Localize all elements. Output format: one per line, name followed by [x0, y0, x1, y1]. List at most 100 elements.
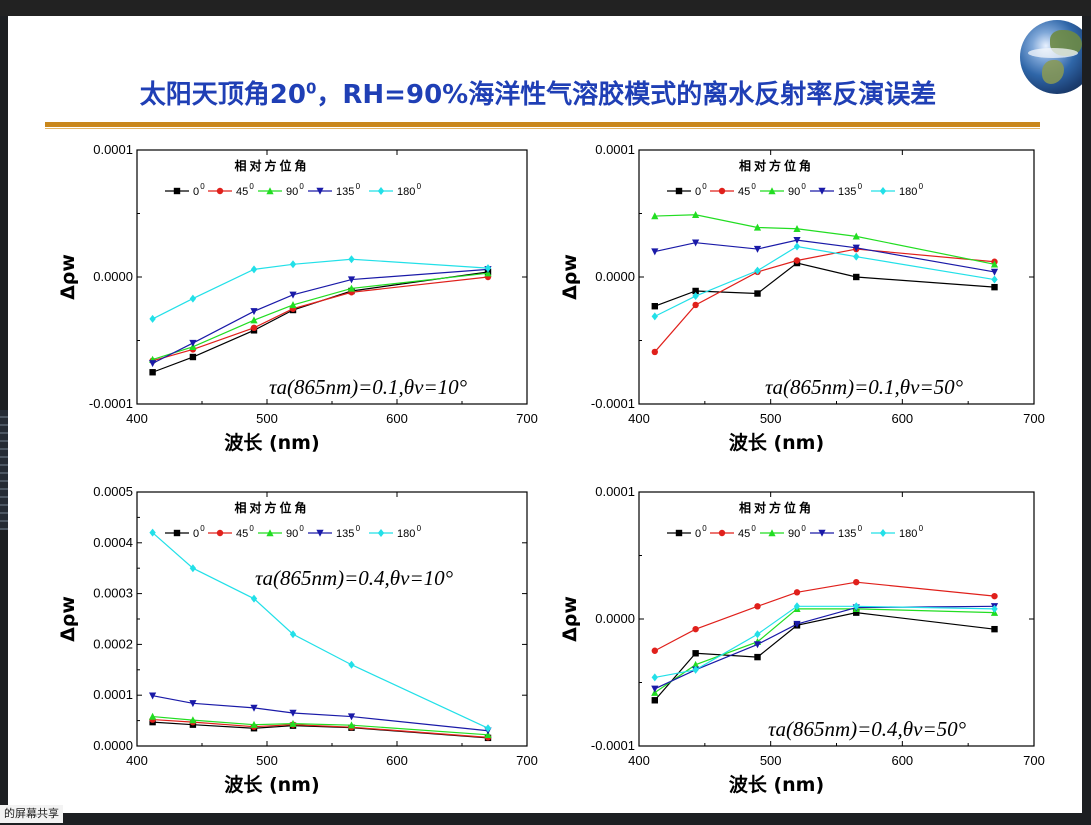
data-point-45 [793, 257, 801, 264]
legend-title: 相对方位角 [739, 500, 814, 515]
legend-degree-sup: 0 [356, 182, 361, 191]
title-underline-thin [45, 128, 1040, 129]
data-point-0 [692, 650, 699, 657]
legend-degree-sup: 0 [919, 524, 924, 533]
legend-label-45: 45 [738, 186, 750, 198]
data-point-45 [651, 348, 658, 356]
data-point-0 [991, 283, 998, 291]
series-line-135 [152, 268, 489, 364]
data-point-90 [289, 719, 297, 727]
data-point-180 [149, 314, 156, 323]
chart-annotation: τa(865nm)=0.1,θv=50° [765, 375, 964, 399]
legend-marker-135 [818, 529, 826, 537]
y-tick-label: 0.0001 [595, 142, 635, 157]
data-point-135 [250, 308, 258, 316]
legend-label-45: 45 [738, 528, 750, 540]
data-point-135 [189, 700, 197, 708]
data-point-45 [692, 625, 699, 633]
data-point-0 [189, 353, 197, 361]
data-point-180 [651, 312, 658, 321]
data-point-45 [853, 578, 860, 586]
data-point-180 [793, 242, 801, 251]
y-tick-label: 0.0003 [93, 586, 133, 601]
legend-degree-sup: 0 [751, 524, 756, 533]
screen-share-label: 的屏幕共享 [0, 805, 63, 823]
data-point-180 [289, 260, 297, 269]
data-point-180 [853, 602, 860, 611]
title-part1: 太阳天顶角20 [139, 80, 306, 110]
data-point-180 [651, 673, 658, 682]
data-point-45 [991, 592, 998, 600]
legend-label-45: 45 [236, 186, 248, 198]
data-point-135 [149, 360, 157, 368]
data-point-135 [289, 709, 297, 717]
title-underline [45, 122, 1040, 127]
legend-marker-45 [718, 187, 726, 195]
legend-degree-sup: 0 [299, 182, 304, 191]
x-axis-label: 波长 (nm) [729, 431, 824, 454]
data-point-135 [753, 245, 762, 253]
legend-degree-sup: 0 [417, 182, 422, 191]
legend-degree-sup: 0 [801, 524, 806, 533]
legend-label-135: 135 [838, 186, 856, 198]
x-tick-label: 700 [1023, 753, 1045, 768]
legend-degree-sup: 0 [702, 182, 707, 191]
data-point-135 [651, 685, 659, 693]
x-tick-label: 700 [516, 411, 538, 426]
top-bar [0, 0, 1091, 16]
legend-marker-45 [216, 529, 224, 537]
data-point-90 [852, 232, 860, 240]
series-line-90 [654, 608, 995, 694]
y-tick-label: 0.0000 [595, 269, 635, 284]
legend-label-135: 135 [336, 186, 354, 198]
chart-annotation: τa(865nm)=0.4,θv=10° [255, 566, 454, 590]
y-tick-label: 0.0002 [93, 636, 133, 651]
data-point-180 [991, 275, 998, 284]
legend-marker-45 [216, 187, 224, 195]
legend-marker-45 [718, 529, 726, 537]
x-tick-label: 500 [760, 411, 782, 426]
series-line-180 [152, 532, 489, 729]
legend-marker-180 [879, 529, 887, 537]
chart-annotation: τa(865nm)=0.1,θv=10° [269, 375, 468, 399]
data-point-135 [692, 239, 700, 247]
y-axis-label: Δρw [559, 596, 581, 642]
series-line-45 [654, 248, 995, 353]
series-line-180 [654, 245, 995, 317]
x-tick-label: 400 [628, 753, 650, 768]
legend-degree-sup: 0 [858, 182, 863, 191]
x-tick-label: 600 [386, 753, 408, 768]
x-tick-label: 700 [1023, 411, 1045, 426]
x-axis-label: 波长 (nm) [224, 431, 319, 454]
chart-bottom-right: 400 500 600 700 -0.0001 0.0000 0.0001 波长 (nm) Δρ… [559, 484, 1045, 796]
title-part2: ，RH=90%海洋性气溶胶模式的离水反射率反演误差 [316, 80, 937, 110]
legend-marker-135 [316, 187, 324, 195]
y-tick-label: -0.0001 [89, 396, 133, 411]
data-point-180 [484, 264, 492, 273]
data-point-90 [692, 660, 700, 668]
data-point-180 [484, 724, 492, 733]
legend-label-90: 90 [286, 186, 298, 198]
y-tick-label: -0.0001 [591, 396, 635, 411]
x-tick-label: 600 [386, 411, 408, 426]
legend-title: 相对方位角 [739, 158, 814, 173]
y-tick-label: -0.0001 [591, 738, 635, 753]
legend-marker-180 [377, 529, 385, 537]
legend-label-0: 0 [695, 528, 701, 540]
y-tick-label: 0.0004 [93, 535, 133, 550]
data-point-0 [149, 369, 156, 376]
series-line-180 [152, 258, 489, 320]
legend-marker-180 [879, 187, 887, 195]
data-point-90 [289, 301, 297, 309]
data-point-45 [651, 647, 658, 654]
data-point-90 [347, 284, 356, 292]
data-point-180 [250, 594, 258, 603]
series-line-0 [654, 262, 995, 307]
data-point-135 [793, 620, 801, 628]
chart-top-left: 400 500 600 700 -0.0001 0.0000 0.0001 波长 (nm) Δρ… [57, 142, 538, 454]
series-line-90 [654, 214, 995, 265]
y-axis-label: Δρw [57, 254, 79, 300]
legend-marker-180 [377, 187, 385, 195]
data-point-135 [990, 268, 999, 276]
y-tick-label: 0.0001 [93, 687, 133, 702]
